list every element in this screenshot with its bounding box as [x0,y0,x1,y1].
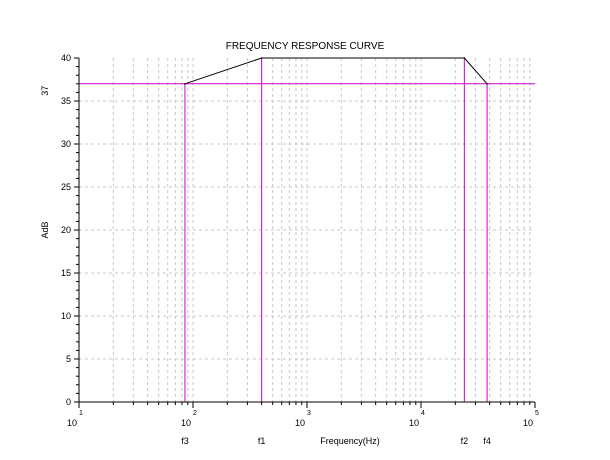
reference-label-f3: f3 [181,436,189,446]
y-tick-label: 40 [61,53,71,63]
reference-lines: 37 f3 f1 f2 f4 [40,58,535,446]
response-point [184,83,186,85]
y-tick-label: 0 [66,397,71,407]
x-tick-base: 10 [523,418,533,428]
x-axis-label: Frequency(Hz) [320,436,380,446]
x-tick-exponent: 2 [193,410,197,417]
y-tick-label: 15 [61,268,71,278]
x-tick-base: 10 [295,418,305,428]
x-tick-exponent: 4 [421,410,425,417]
response-point [463,57,466,59]
y-tick-label: 35 [61,96,71,106]
reference-label-f4: f4 [483,436,491,446]
y-tick-label: 20 [61,225,71,235]
x-tick-exponent: 1 [79,410,83,417]
x-tick-base: 10 [181,418,191,428]
y-tick-label: 25 [61,182,71,192]
y-tick-label: 10 [61,311,71,321]
reference-label-f1: f1 [258,436,266,446]
response-point [260,57,263,59]
y-axis-label: AdB [40,221,50,238]
reference-label-f2: f2 [461,436,469,446]
x-tick-exponent: 5 [535,410,539,417]
x-tick-base: 10 [409,418,419,428]
x-tick-base: 10 [67,418,77,428]
y-tick-label: 30 [61,139,71,149]
response-point [486,83,488,85]
chart-title: FREQUENCY RESPONSE CURVE [226,41,385,52]
x-tick-exponent: 3 [307,410,311,417]
y-tick-label: 5 [66,354,71,364]
reference-label-horizontal: 37 [40,86,50,96]
series-layer [184,57,488,85]
grid [79,58,535,402]
response-curve [184,57,488,85]
